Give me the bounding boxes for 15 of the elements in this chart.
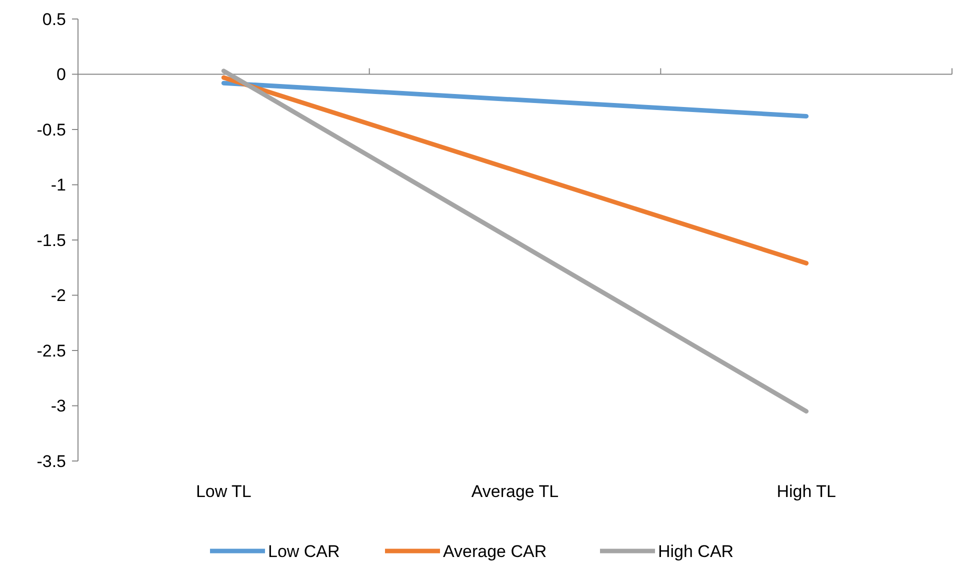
y-tick-label: -0.5 (36, 120, 66, 140)
legend-label: Low CAR (268, 542, 340, 561)
y-tick-label: -3.5 (36, 452, 66, 471)
y-tick-label: 0 (56, 65, 66, 84)
y-tick-label: -1 (50, 176, 66, 195)
y-tick-label: -1.5 (36, 230, 66, 250)
y-tick-label: 0.5 (42, 10, 66, 29)
x-tick-label: Low TL (196, 482, 252, 501)
x-tick-label: Average TL (471, 482, 559, 501)
x-tick-label: High TL (776, 482, 836, 501)
legend-label: Average CAR (443, 542, 547, 561)
y-tick-label: -3 (50, 396, 66, 416)
y-tick-label: -2 (50, 286, 66, 306)
y-tick-label: -2.5 (36, 341, 66, 360)
legend-label: High CAR (658, 542, 734, 561)
